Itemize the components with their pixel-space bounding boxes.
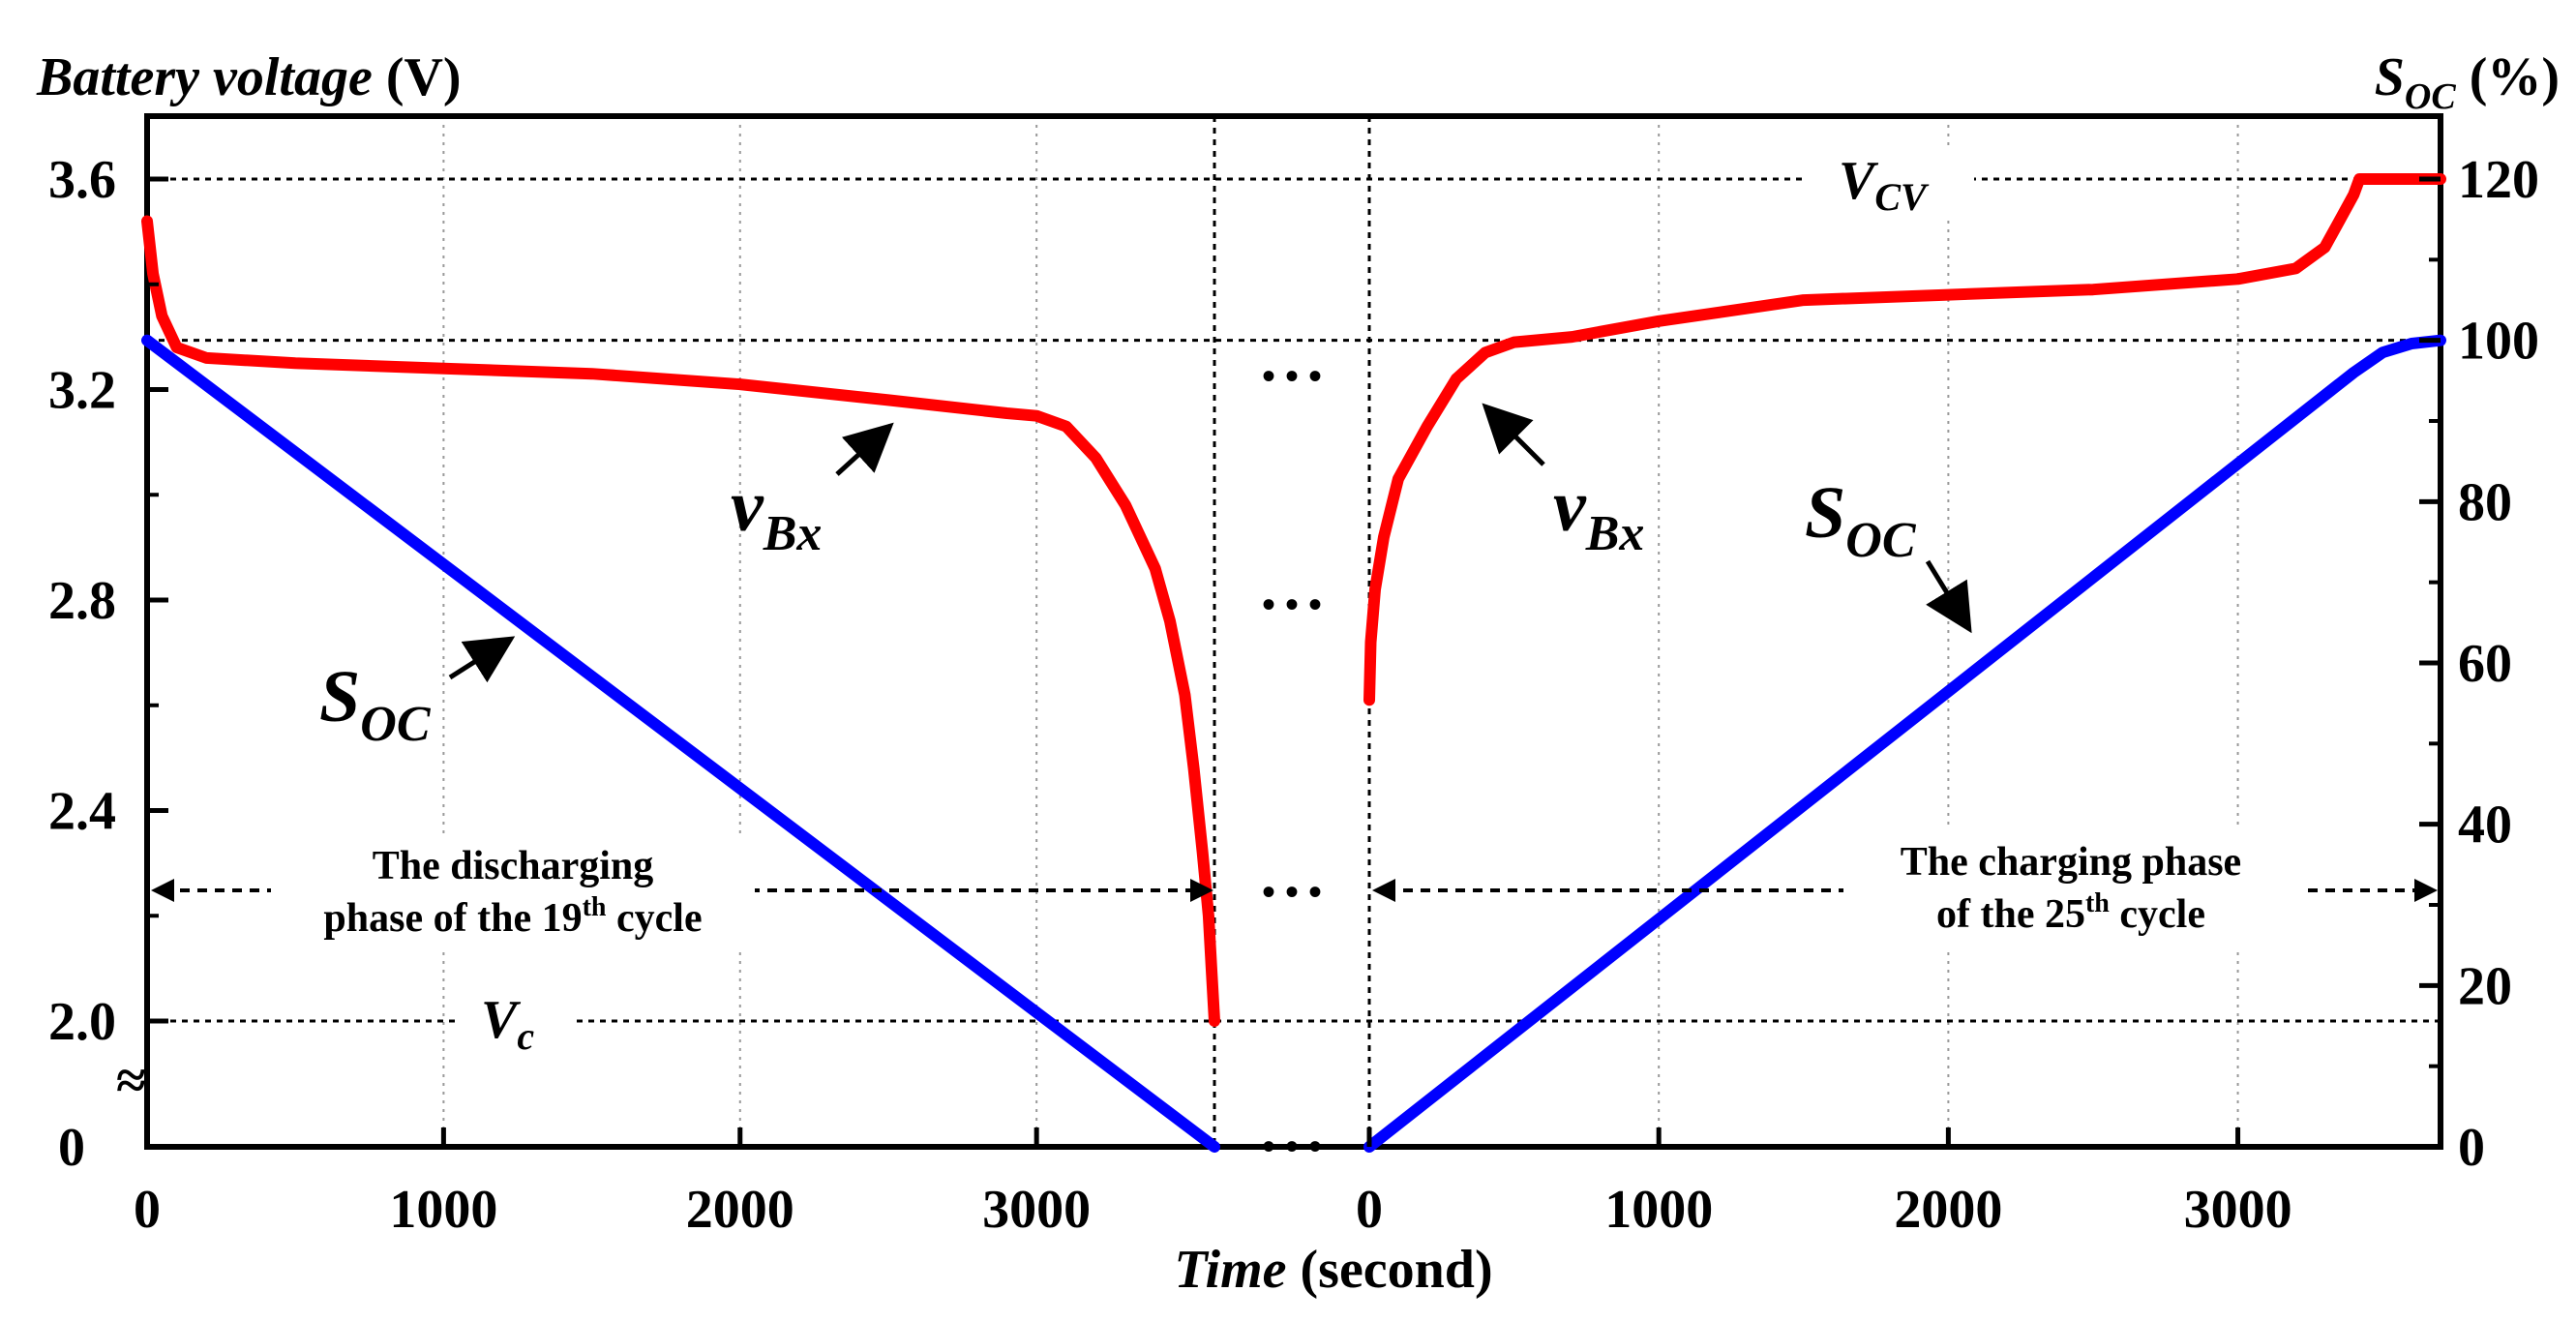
soc-label-charge: SOC xyxy=(1805,472,1917,568)
y-left-tick-label: 3.2 xyxy=(48,361,116,421)
charge-text-line2-pre: of the 25 xyxy=(1936,892,2085,937)
ellipsis-lower: • • • xyxy=(1262,870,1322,914)
soc-arrow-discharge xyxy=(448,636,516,683)
y-right-tick-label: 60 xyxy=(2458,634,2512,694)
ellipsis-middle: • • • xyxy=(1262,583,1322,626)
vbx-arrow-charge xyxy=(1482,403,1545,466)
y-right-axis-title-unit: (%) xyxy=(2456,47,2560,107)
vcv-label-bg xyxy=(1808,150,1974,220)
soc-label-discharge-main: S xyxy=(319,656,360,737)
y-right-tick-label: 0 xyxy=(2458,1118,2485,1178)
y-right-tick-label: 40 xyxy=(2458,796,2512,856)
vbx-label-discharge-sub: Bx xyxy=(763,506,823,561)
series-line-soc-charging xyxy=(1363,334,2446,1153)
y-right-axis-title: SOC (%) xyxy=(2375,47,2560,117)
y-right-axis-title-main: S xyxy=(2375,47,2405,107)
vbx-label-charge-sub: Bx xyxy=(1585,506,1645,561)
y-left-tick-label: 2.0 xyxy=(48,992,116,1052)
discharge-text-line2-post: cycle xyxy=(607,896,703,941)
charge-text-bg xyxy=(1843,830,2308,946)
plot-frame xyxy=(144,113,2443,1150)
y-left-tick-label: 2.4 xyxy=(48,782,116,842)
vc-label: Vc xyxy=(481,990,534,1058)
discharge-text-line2: phase of the 19th cycle xyxy=(323,892,702,941)
y-right-tick-label: 80 xyxy=(2458,472,2512,532)
ellipsis-bottom: • • • xyxy=(1262,1125,1322,1168)
x-tick-label-right: 0 xyxy=(1356,1180,1383,1240)
series-line-vbx-charging xyxy=(1363,173,2446,706)
x-tick-label-left: 0 xyxy=(134,1180,161,1240)
vcv-label-main: V xyxy=(1839,151,1879,211)
soc-arrow-charge xyxy=(1925,559,1972,634)
soc-label-discharge: SOC xyxy=(319,656,432,752)
charge-text-line2-post: cycle xyxy=(2110,892,2205,937)
soc-label-charge-main: S xyxy=(1805,472,1845,554)
vc-label-main: V xyxy=(481,990,522,1050)
vcv-label: VCV xyxy=(1839,151,1930,219)
vcv-label-sub: CV xyxy=(1874,175,1930,219)
series-line-vbx-discharging xyxy=(141,215,1220,1027)
y-right-tick-label: 120 xyxy=(2458,150,2539,210)
x-axis-title: Time (second) xyxy=(1174,1240,1492,1300)
discharge-text-bg xyxy=(271,834,755,950)
discharge-text-line2-pre: phase of the 19 xyxy=(323,896,582,941)
ellipsis-top: • • • xyxy=(1262,354,1322,398)
x-axis-title-unit: (second) xyxy=(1287,1240,1493,1300)
series-line-soc-discharging xyxy=(141,334,1220,1153)
charge-text-line2: of the 25th cycle xyxy=(1936,888,2205,937)
y-left-axis-title-unit: (V) xyxy=(373,47,462,107)
axis-break-symbol: ≈ xyxy=(116,1051,146,1111)
y-right-axis-title-sub: OC xyxy=(2405,76,2456,117)
x-axis-title-main: Time xyxy=(1174,1240,1286,1300)
x-tick-label-left: 1000 xyxy=(389,1180,497,1240)
x-tick-label-left: 2000 xyxy=(686,1180,794,1240)
y-left-tick-label-zero: 0 xyxy=(58,1118,85,1178)
x-tick-label-right: 3000 xyxy=(2184,1180,2292,1240)
charge-text-line1: The charging phase xyxy=(1901,840,2241,885)
vbx-label-charge: vBx xyxy=(1553,466,1644,561)
y-right-tick-label: 100 xyxy=(2458,312,2539,372)
vbx-label-charge-main: v xyxy=(1553,466,1587,547)
x-tick-label-right: 2000 xyxy=(1894,1180,2002,1240)
y-left-tick-label: 3.6 xyxy=(48,150,116,210)
vbx-arrow-discharge xyxy=(835,422,894,476)
discharge-text-sup: th xyxy=(583,892,607,922)
y-left-axis-title: Battery voltage (V) xyxy=(36,47,462,107)
y-right-tick-label: 20 xyxy=(2458,956,2512,1016)
y-left-axis-title-main: Battery voltage xyxy=(36,47,373,107)
vbx-label-discharge-main: v xyxy=(731,466,764,547)
charge-text-sup: th xyxy=(2085,888,2110,918)
soc-label-charge-sub: OC xyxy=(1845,513,1917,568)
discharge-text-line1: The discharging xyxy=(373,844,654,888)
x-tick-label-left: 3000 xyxy=(982,1180,1091,1240)
vbx-label-discharge: vBx xyxy=(731,466,822,561)
vc-label-sub: c xyxy=(517,1014,534,1058)
vc-label-bg xyxy=(455,987,576,1057)
soc-label-discharge-sub: OC xyxy=(360,697,432,752)
y-left-tick-label: 2.8 xyxy=(48,571,116,631)
x-tick-label-right: 1000 xyxy=(1604,1180,1713,1240)
